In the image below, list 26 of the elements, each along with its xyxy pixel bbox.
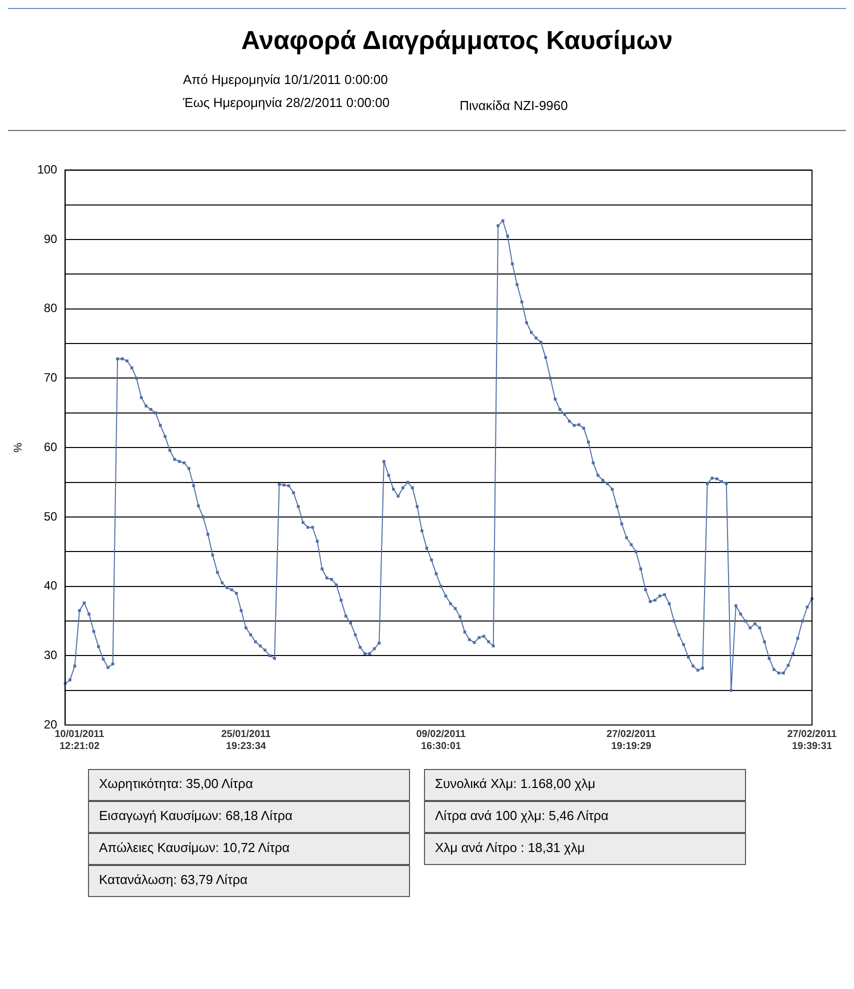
text: Λίτρα ανά 100 χλμ: 5,46 Λίτρα (424, 801, 746, 833)
y-tick-label: 60 (44, 440, 58, 454)
text: Συνολικά Χλμ: 1.168,00 χλμ (424, 769, 746, 801)
text: Έως Ημερομηνία 28/2/2011 0:00:00 (183, 95, 390, 110)
text: Απώλειες Καυσίμων: 10,72 Λίτρα (88, 833, 410, 865)
y-tick-label: 20 (44, 717, 58, 732)
text: Κατανάλωση: 63,79 Λίτρα (88, 865, 410, 897)
x-tick-label: 09/02/2011 16:30:01 (416, 728, 466, 752)
y-tick-label: 50 (44, 509, 58, 524)
y-tick-label: 100 (37, 162, 58, 177)
x-tick-label: 27/02/2011 19:39:31 (787, 728, 838, 752)
x-tick-label: 10/01/2011 12:21:02 (54, 728, 105, 752)
y-tick-label: 70 (44, 370, 58, 385)
text: Πινακίδα NZI-9960 (460, 98, 568, 113)
text: Από Ημερομηνία 10/1/2011 0:00:00 (183, 72, 389, 87)
y-tick-label: 90 (44, 232, 58, 246)
y-tick-label: 30 (44, 648, 58, 662)
text: Χωρητικότητα: 35,00 Λίτρα (88, 769, 410, 801)
x-tick-label: 25/01/2011 19:23:34 (221, 728, 272, 752)
y-axis-title: % (12, 442, 25, 452)
chart-title: Αναφορά Διαγράμματος Καυσίμων (240, 25, 674, 56)
x-tick-label: 27/02/2011 19:19:29 (606, 728, 656, 752)
y-tick-label: 80 (44, 301, 58, 316)
text: Εισαγωγή Καυσίμων: 68,18 Λίτρα (88, 801, 410, 833)
y-tick-label: 40 (44, 578, 58, 593)
text: Χλμ ανά Λίτρο : 18,31 χλμ (424, 833, 746, 865)
